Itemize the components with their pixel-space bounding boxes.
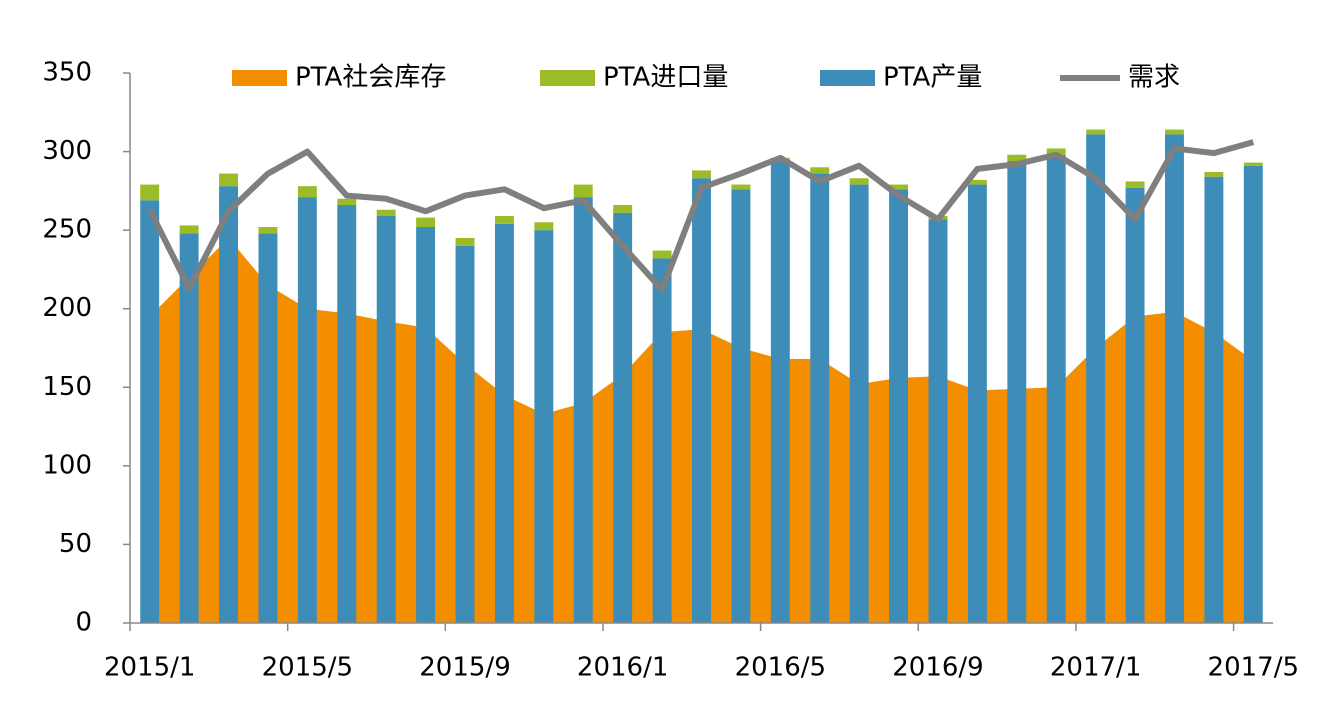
- bar: [179, 225, 199, 234]
- bar: [494, 216, 514, 224]
- bar: [731, 189, 751, 624]
- y-tick-label: 0: [75, 608, 92, 638]
- x-tick-label: 2017/5: [1208, 653, 1299, 683]
- bar: [1165, 129, 1184, 135]
- bar: [376, 209, 396, 216]
- y-tick-label: 50: [59, 529, 92, 559]
- bar: [1046, 148, 1066, 155]
- bar: [1007, 161, 1027, 623]
- bar: [1204, 172, 1224, 177]
- bar: [337, 205, 357, 623]
- bar: [455, 245, 475, 623]
- bar: [770, 161, 790, 623]
- y-tick-label: 100: [42, 450, 92, 480]
- bar: [1086, 129, 1106, 135]
- y-tick-label: 300: [42, 136, 92, 166]
- bar: [494, 223, 514, 623]
- bar: [1007, 154, 1027, 161]
- legend-label: PTA社会库存: [295, 63, 446, 93]
- legend-swatch: [232, 70, 287, 86]
- bar: [376, 216, 396, 623]
- x-tick-label: 2016/5: [735, 653, 826, 683]
- bar: [337, 198, 357, 205]
- bar: [652, 250, 672, 259]
- bar: [1125, 181, 1145, 188]
- bar: [652, 258, 672, 623]
- legend-label: 需求: [1128, 63, 1180, 93]
- bar: [179, 233, 199, 624]
- bar: [416, 227, 436, 623]
- bar: [573, 197, 593, 623]
- bar: [140, 184, 160, 201]
- bar: [1204, 176, 1224, 623]
- bar: [928, 219, 948, 623]
- bar: [1243, 165, 1263, 623]
- x-tick-label: 2016/1: [577, 653, 668, 683]
- legend-label: PTA产量: [883, 63, 982, 93]
- bar: [258, 227, 278, 234]
- bar: [1243, 162, 1263, 166]
- bar: [219, 186, 238, 623]
- bar: [692, 170, 711, 179]
- legend-swatch: [540, 70, 595, 86]
- bar: [1125, 187, 1145, 623]
- bar: [534, 230, 554, 623]
- bar: [1046, 154, 1066, 623]
- y-tick-label: 350: [42, 58, 92, 88]
- bar: [849, 178, 869, 185]
- bar: [297, 197, 317, 623]
- bar: [534, 222, 554, 231]
- bar: [692, 178, 711, 624]
- bar: [1165, 134, 1184, 624]
- bar: [889, 189, 909, 624]
- bar: [889, 184, 909, 190]
- bar: [140, 200, 160, 624]
- x-tick-label: 2017/1: [1050, 653, 1141, 683]
- bar: [613, 205, 633, 213]
- x-tick-label: 2016/9: [892, 653, 983, 683]
- bar: [258, 233, 278, 624]
- bar: [849, 184, 869, 624]
- bar: [810, 167, 830, 174]
- bar: [967, 179, 987, 185]
- bar: [455, 238, 475, 246]
- bar: [416, 217, 436, 227]
- x-tick-label: 2015/5: [262, 653, 353, 683]
- bar: [613, 212, 633, 623]
- bar: [1086, 134, 1106, 624]
- bar: [810, 173, 830, 624]
- y-tick-label: 150: [42, 372, 92, 402]
- bar: [573, 184, 593, 198]
- bar: [297, 186, 317, 198]
- x-tick-label: 2015/9: [419, 653, 510, 683]
- y-tick-label: 200: [42, 293, 92, 323]
- legend-label: PTA进口量: [603, 63, 728, 93]
- bar: [219, 173, 238, 187]
- bar: [967, 184, 987, 624]
- line: [147, 139, 1255, 293]
- bar: [731, 184, 751, 190]
- y-tick-label: 250: [42, 215, 92, 245]
- legend-swatch: [820, 70, 875, 86]
- x-tick-label: 2015/1: [104, 653, 195, 683]
